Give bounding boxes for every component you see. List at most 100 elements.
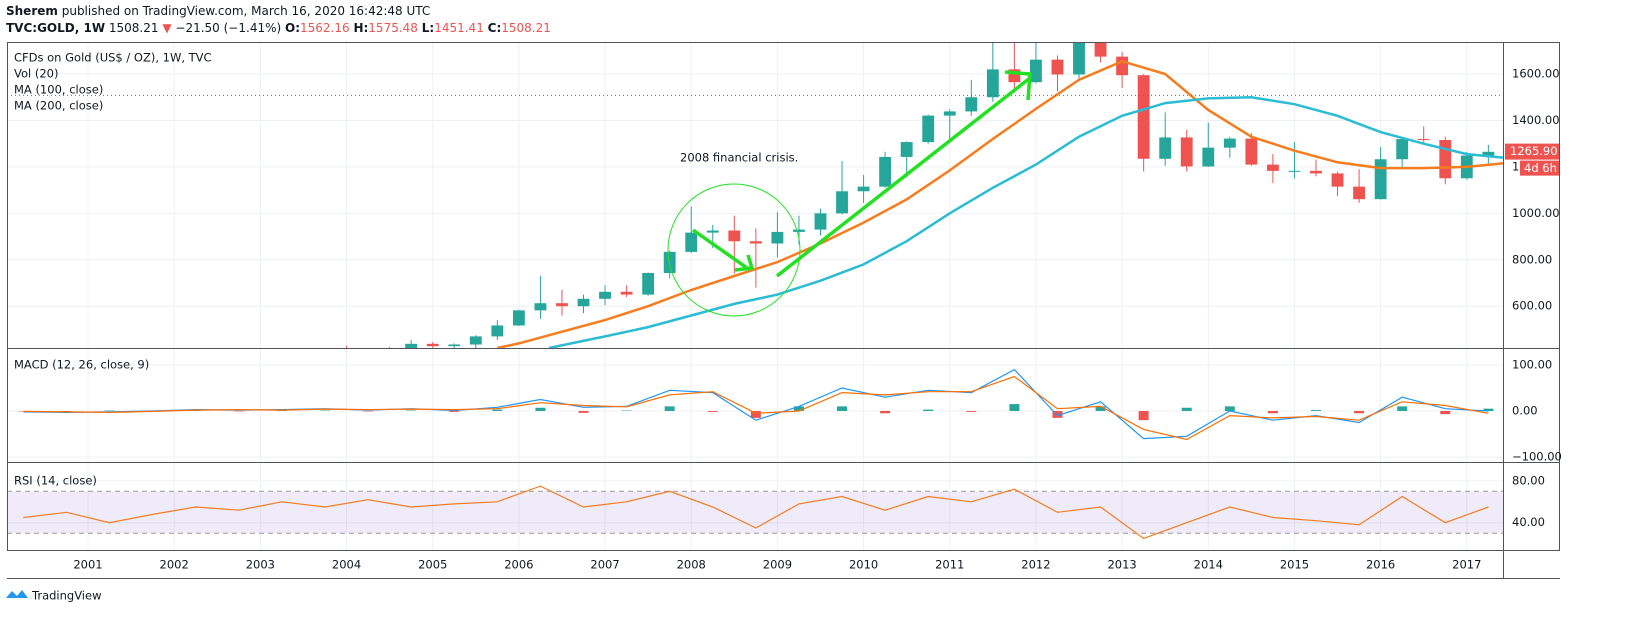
candle-body xyxy=(814,213,827,230)
candle-body xyxy=(900,142,913,157)
y-tick-label: 800.00 xyxy=(1512,252,1552,266)
open: 1562.16 xyxy=(300,21,350,35)
candle-body xyxy=(685,232,698,252)
candle-body xyxy=(1417,139,1430,141)
x-tick-label: 2012 xyxy=(1021,558,1050,572)
x-tick-label: 2002 xyxy=(160,558,189,572)
high: 1575.48 xyxy=(368,21,418,35)
histogram-bar xyxy=(664,406,675,411)
candle-body xyxy=(1202,147,1215,167)
candle-body xyxy=(943,111,956,116)
drawings xyxy=(667,70,1032,317)
countdown: 4d 6h xyxy=(1524,161,1557,175)
histogram-bar xyxy=(1397,406,1408,411)
candle-body xyxy=(405,343,418,348)
x-tick-label: 2005 xyxy=(418,558,447,572)
pane-marks xyxy=(7,485,1503,540)
candle-body xyxy=(1482,151,1495,156)
x-tick-label: 2004 xyxy=(332,558,361,572)
candle-body xyxy=(1137,75,1150,159)
histogram-bar xyxy=(923,409,934,411)
candle-body xyxy=(1331,173,1344,187)
candle-body xyxy=(1266,164,1279,171)
candle-body xyxy=(362,354,374,355)
pane-title: RSI (14, close) xyxy=(14,474,97,488)
candle-body xyxy=(620,291,633,295)
candle-body xyxy=(663,251,676,274)
histogram-bar xyxy=(492,409,503,411)
candle-body xyxy=(771,231,784,244)
texts: 2001 2002 2003 2004 2005 2006 2007 2008 2009 2010… xyxy=(14,51,1562,572)
x-tick-label: 2009 xyxy=(763,558,792,572)
close: 1508.21 xyxy=(501,21,551,35)
candle-body xyxy=(1073,42,1085,75)
arrow-drawing xyxy=(775,70,1032,278)
circle-drawing xyxy=(667,183,801,317)
macd-line xyxy=(23,375,1489,441)
header: Sherem published on TradingView.com, Mar… xyxy=(6,3,551,37)
publish-line: Sherem published on TradingView.com, Mar… xyxy=(6,3,551,20)
candle-body xyxy=(836,191,848,214)
x-tick-label: 2017 xyxy=(1452,558,1481,572)
arrow: ▼ xyxy=(162,21,172,35)
candle-body xyxy=(448,344,461,347)
y-tick-label: 40.00 xyxy=(1512,515,1545,529)
x-tick-label: 2014 xyxy=(1194,558,1223,572)
chart-title: CFDs on Gold (US$ / OZ), 1W, TVC xyxy=(14,51,212,65)
candle-body xyxy=(922,115,935,143)
y-tick-label: 1600.00 xyxy=(1512,67,1560,81)
histogram-bar xyxy=(578,410,589,413)
x-tick-label: 2011 xyxy=(935,558,964,572)
candle-body xyxy=(749,241,762,244)
ma-line xyxy=(497,59,1503,348)
x-tick-label: 2003 xyxy=(246,558,275,572)
histogram-bar xyxy=(449,410,460,412)
candle-body xyxy=(1180,137,1193,167)
candle-body xyxy=(986,69,999,98)
last-price-box xyxy=(1505,143,1559,160)
candle-body xyxy=(1396,139,1409,160)
candle-body xyxy=(965,97,978,112)
candle-body xyxy=(512,310,525,326)
indicator-label: Vol (20) xyxy=(14,67,58,81)
legend-entry: MA (100, close) xyxy=(14,83,103,97)
histogram-bar xyxy=(1483,408,1494,411)
candle-body xyxy=(706,230,719,233)
candle-body xyxy=(728,230,741,242)
candle-body xyxy=(642,273,655,295)
y-tick-label: 600.00 xyxy=(1512,299,1552,313)
candle-body xyxy=(491,325,504,337)
histogram-bar xyxy=(750,410,761,418)
candle-body xyxy=(577,298,590,307)
y-tick-label: 0.00 xyxy=(1512,403,1538,417)
y-tick-label: 80.00 xyxy=(1512,473,1545,487)
histogram-bar xyxy=(1095,406,1106,411)
grid xyxy=(7,42,1503,550)
y-tick-label: 1400.00 xyxy=(1512,113,1560,127)
candle-body xyxy=(1116,56,1129,76)
c-label: C: xyxy=(487,21,502,35)
candle-body xyxy=(1245,138,1258,165)
candle-body xyxy=(1439,139,1452,179)
candle-body xyxy=(1353,186,1366,200)
histogram-bar xyxy=(880,410,891,414)
histogram-bar xyxy=(707,410,718,412)
pane-marks xyxy=(346,42,1503,355)
histogram-bar xyxy=(837,406,848,411)
last: 1508.21 xyxy=(108,21,159,35)
arrow-drawing xyxy=(691,228,755,272)
published: published on TradingView.com, March 16, … xyxy=(61,4,431,18)
candle-body xyxy=(1008,69,1021,83)
countdown-box xyxy=(1520,160,1559,176)
author: Sherem xyxy=(6,4,58,18)
x-tick-label: 2010 xyxy=(849,558,878,572)
logo-icon xyxy=(6,590,28,598)
rsi-line xyxy=(23,485,1489,540)
histogram-bar xyxy=(1052,410,1063,418)
symbol-line: TVC:GOLD, 1W 1508.21 ▼ −21.50 (−1.41%) O… xyxy=(6,20,551,37)
x-tick-label: 2006 xyxy=(504,558,533,572)
h-label: H: xyxy=(353,21,369,35)
frame xyxy=(7,42,1560,579)
